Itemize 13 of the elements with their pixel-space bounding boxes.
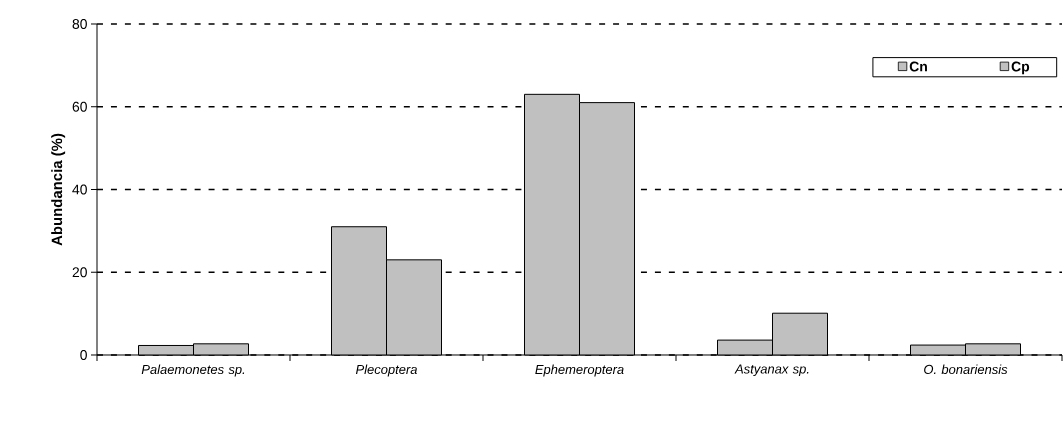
- y-tick-label: 40: [72, 184, 87, 195]
- y-axis-title: Abundancia (%): [51, 133, 66, 246]
- y-tick-label: 20: [72, 267, 87, 278]
- legend-label: Cp: [1011, 61, 1030, 75]
- y-tick-label: 0: [80, 350, 87, 360]
- y-tick-label: 60: [72, 101, 87, 112]
- y-tick-label: 80: [72, 19, 87, 29]
- x-tick-label: O. bonariensis: [924, 364, 1008, 375]
- legend-label: Cn: [909, 61, 927, 72]
- x-tick-label: Astyanax sp.: [734, 364, 809, 377]
- x-tick-label: Plecoptera: [355, 364, 418, 377]
- x-tick-label: Palaemonetes sp.: [141, 364, 245, 377]
- x-tick-label: Ephemeroptera: [535, 364, 624, 377]
